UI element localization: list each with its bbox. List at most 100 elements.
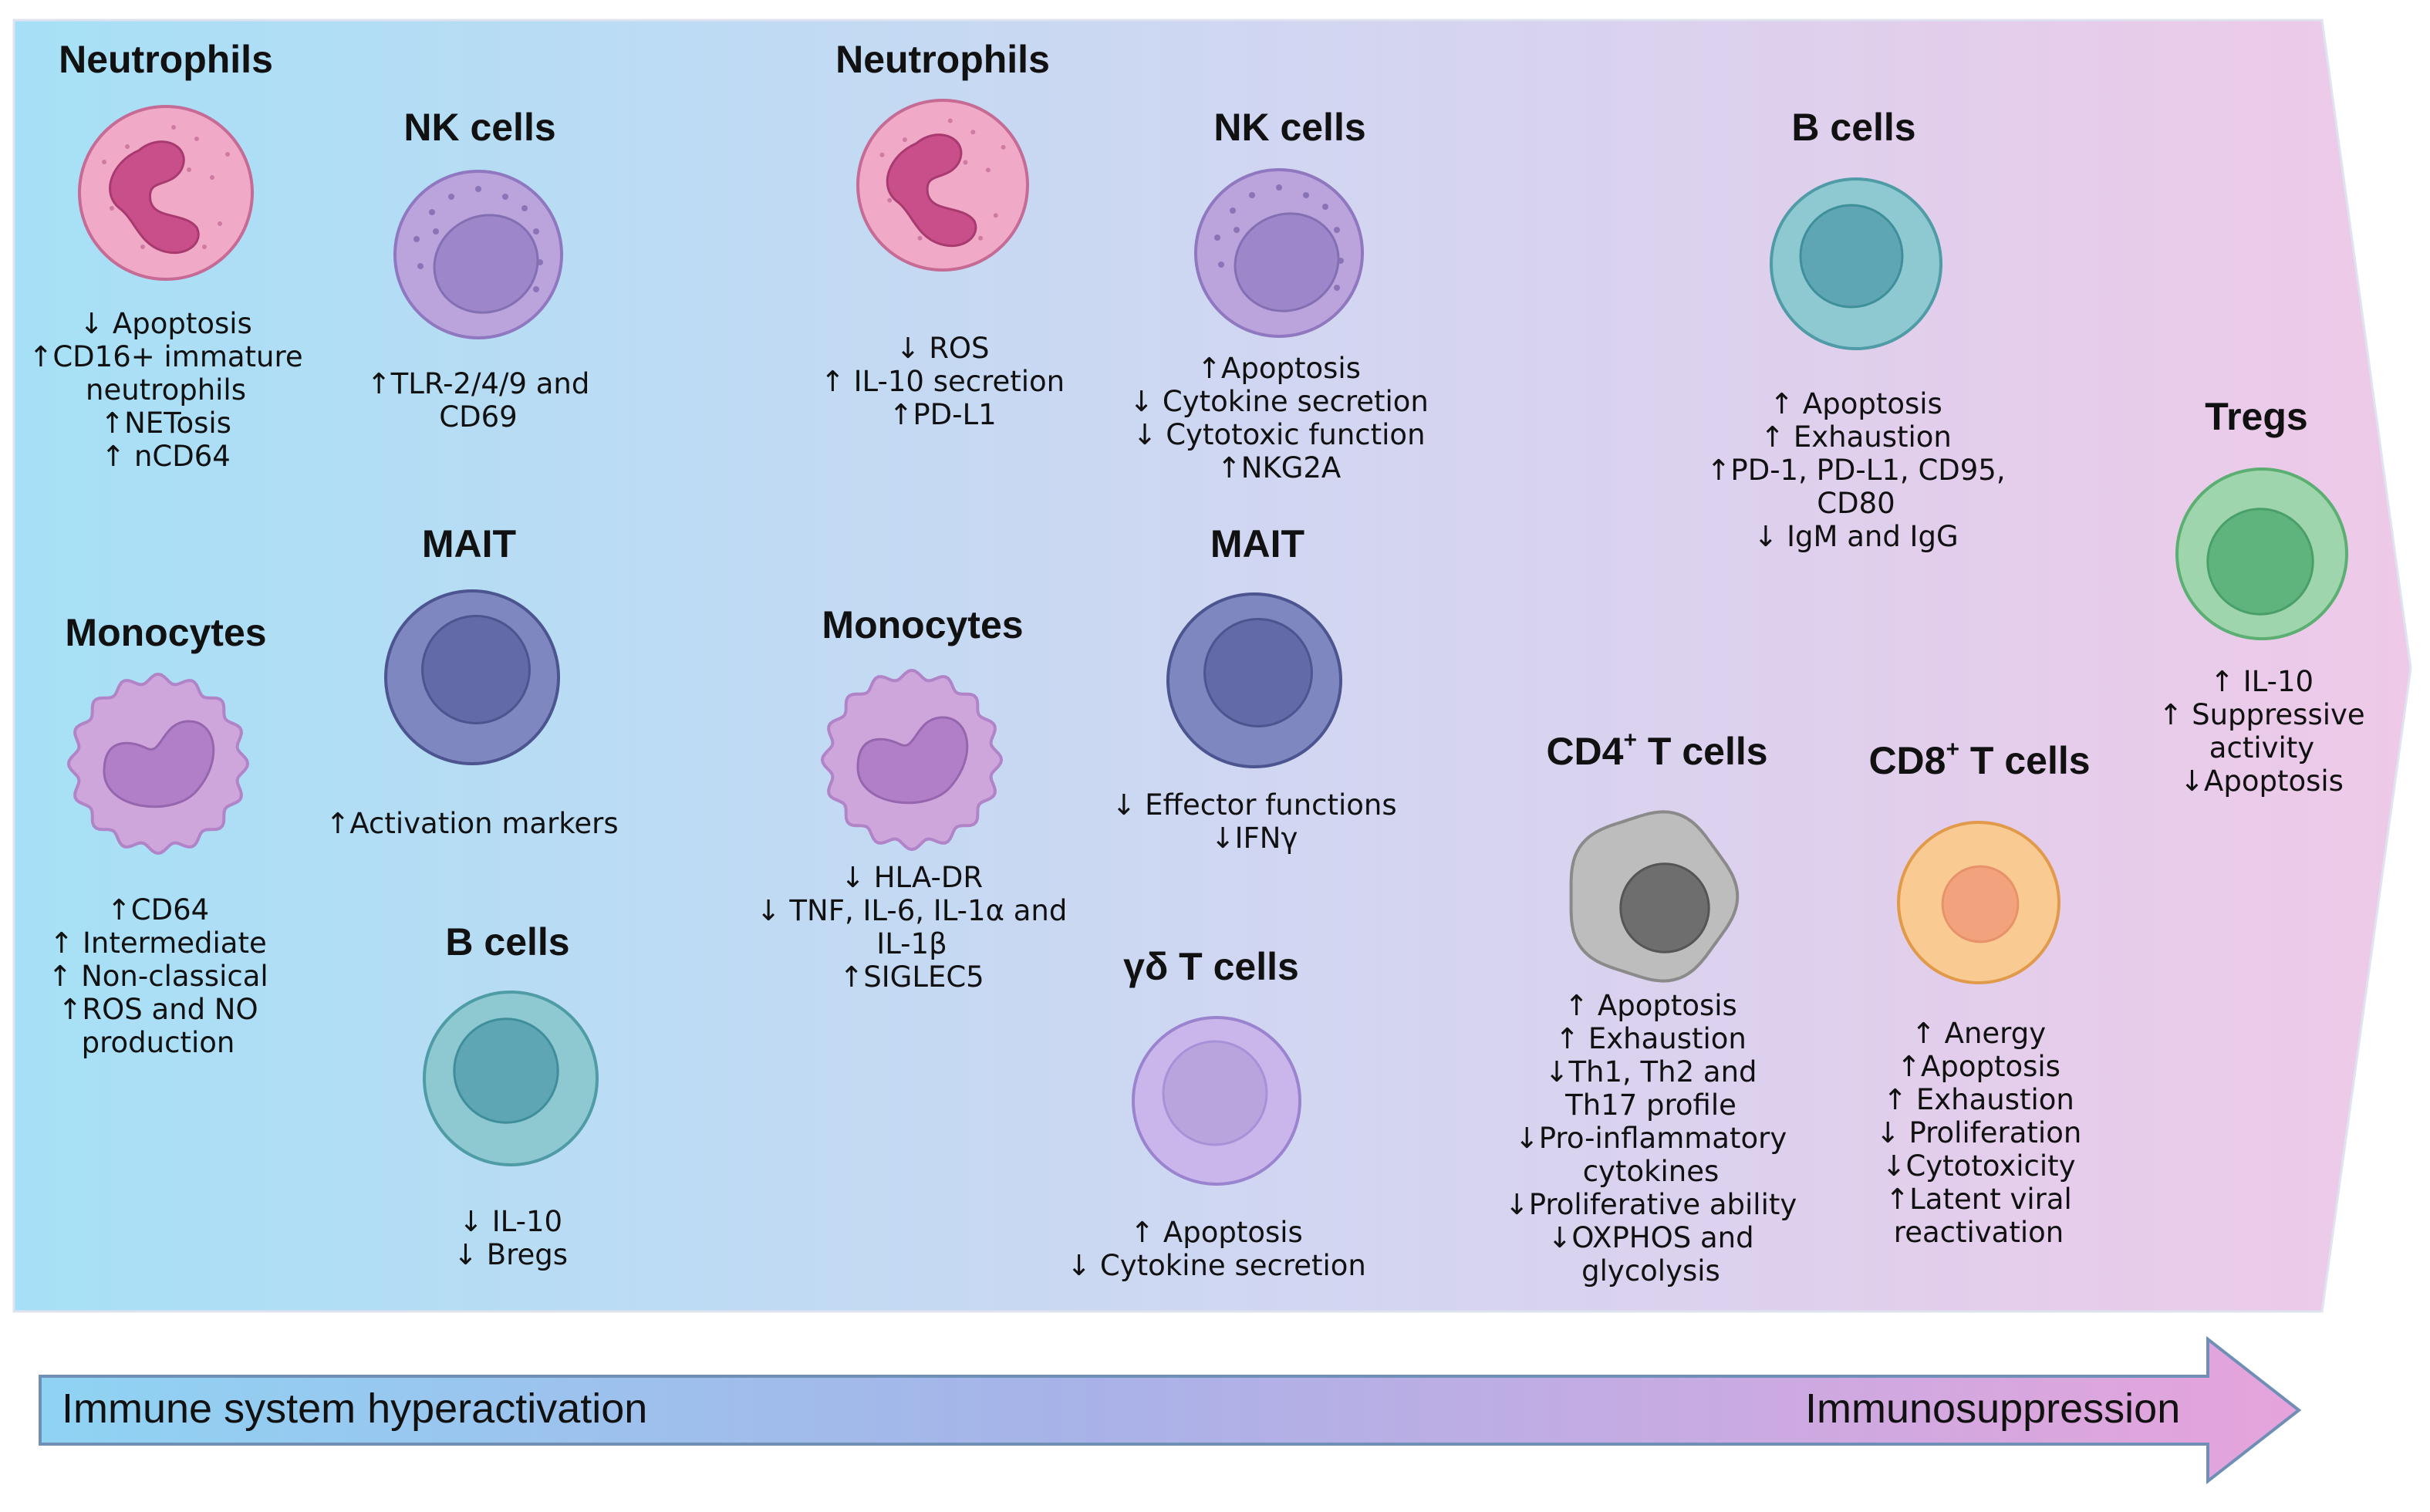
change-line: ↓ Cytotoxic function: [1132, 418, 1426, 451]
nk-cells-1-changes: ↑TLR-2/4/9 and CD69: [367, 367, 590, 434]
cell-name: B cells: [445, 920, 570, 964]
gd-t-cells-changes: ↑ Apoptosis ↓ Cytokine secretion: [1067, 1216, 1366, 1282]
change-line: ↑ Apoptosis: [1564, 989, 1737, 1022]
monocyte-icon: [820, 668, 1004, 852]
arrow-left-label: Immune system hyperactivation: [62, 1385, 648, 1432]
cd4-t-cells-title: CD4+ T cells: [1546, 729, 1767, 771]
cell-name: Monocytes: [822, 603, 1024, 646]
change-line: ↓ IL-10: [458, 1205, 563, 1238]
mait-1-title: MAIT: [422, 525, 516, 563]
nk-cells-2-changes: ↑Apoptosis ↓ Cytokine secretion ↓ Cytotoxi…: [1129, 352, 1429, 484]
change-line: ↑ Intermediate: [49, 926, 267, 960]
neutrophils-2-title: Neutrophils: [835, 40, 1050, 79]
b-cells-2-title: B cells: [1791, 108, 1915, 147]
cell-name-suffix: T cells: [1637, 730, 1768, 773]
mait-2-changes: ↓ Effector functions ↓IFNγ: [1112, 788, 1396, 855]
cd4-t-cell-icon: [1569, 810, 1740, 983]
monocytes-2-changes: ↓ HLA-DR ↓ TNF, IL-6, IL-1α and IL-1β ↑SIGL…: [757, 861, 1068, 994]
change-line: ↓Cytotoxicity: [1882, 1149, 2076, 1183]
b-cells-2-changes: ↑ Apoptosis ↑ Exhaustion ↑PD-1, PD-L1, CD9…: [1706, 387, 2005, 553]
change-line: ↑NKG2A: [1217, 451, 1342, 484]
change-line: ↑ Suppressive: [2158, 698, 2365, 731]
change-line: ↓ Cytokine secretion: [1067, 1249, 1366, 1282]
change-line: ↓Pro-inflammatory: [1514, 1122, 1787, 1155]
change-line: ↓OXPHOS and: [1547, 1221, 1754, 1254]
b-cell-icon: [1770, 177, 1942, 350]
change-line: ↑ Exhaustion: [1883, 1083, 2074, 1116]
cd8-t-cell-icon: [1897, 821, 2060, 984]
change-line: Th17 profile: [1565, 1088, 1736, 1122]
neutrophils-1-title: Neutrophils: [59, 40, 273, 79]
neutrophils-2-changes: ↓ ROS ↑ IL-10 secretion ↑PD-L1: [821, 332, 1065, 431]
cell-name: MAIT: [1210, 522, 1305, 565]
superscript: +: [1623, 727, 1638, 753]
change-line: ↓ TNF, IL-6, IL-1α and: [756, 894, 1068, 927]
superscript: +: [1946, 737, 1960, 762]
change-line: ↑ Apoptosis: [1130, 1216, 1303, 1249]
change-line: ↑ Anergy: [1911, 1017, 2047, 1050]
change-line: ↓ Proliferation: [1875, 1116, 2082, 1149]
cd4-t-cells-changes: ↑ Apoptosis ↑ Exhaustion ↓Th1, Th2 and Th17…: [1505, 989, 1797, 1288]
cell-name: Tregs: [2205, 395, 2308, 438]
change-line: ↑Activation markers: [326, 807, 619, 840]
cell-name: CD8: [1868, 739, 1946, 782]
cell-name: MAIT: [421, 522, 517, 565]
change-line: ↓Proliferative ability: [1504, 1188, 1797, 1221]
change-line: ↑SIGLEC5: [839, 960, 984, 994]
cell-name: Monocytes: [65, 611, 267, 654]
nk-cell-icon: [1194, 168, 1364, 338]
cell-name: NK cells: [1213, 106, 1366, 149]
change-line: ↓ ROS: [896, 332, 990, 365]
mait-cell-icon: [1166, 592, 1342, 768]
gd-t-cells-title: γδ T cells: [1123, 947, 1299, 986]
cell-name: γδ T cells: [1123, 945, 1299, 988]
b-cells-1-title: B cells: [445, 923, 569, 961]
cell-name-suffix: T cells: [1959, 739, 2091, 782]
change-line: ↑ Exhaustion: [1760, 420, 1952, 454]
nk-cell-icon: [393, 170, 563, 339]
change-line: ↑ nCD64: [101, 440, 231, 473]
nk-cells-2-title: NK cells: [1213, 108, 1365, 147]
change-line: ↓ Bregs: [453, 1238, 569, 1271]
change-line: ↓ Apoptosis: [79, 307, 252, 340]
tregs-changes: ↑ IL-10 ↑ Suppressive activity ↓Apoptosis: [2158, 665, 2364, 798]
change-line: production: [81, 1026, 235, 1059]
neutrophils-1-changes: ↓ Apoptosis ↑CD16+ immature neutrophils ↑NE…: [29, 307, 302, 473]
change-line: ↑Apoptosis: [1197, 352, 1361, 385]
cd8-t-cells-changes: ↑ Anergy ↑Apoptosis ↑ Exhaustion ↓ Prolifer…: [1876, 1017, 2082, 1249]
change-line: CD69: [439, 400, 518, 434]
neutrophil-icon: [78, 105, 254, 281]
change-line: CD80: [1817, 487, 1895, 520]
mait-2-title: MAIT: [1210, 525, 1304, 563]
gamma-delta-t-cell-icon: [1132, 1016, 1301, 1186]
change-line: ↓ IgM and IgG: [1753, 520, 1959, 553]
change-line: ↑ Exhaustion: [1555, 1022, 1747, 1055]
change-line: ↓Apoptosis: [2180, 764, 2344, 798]
mait-cell-icon: [384, 589, 560, 765]
change-line: ↑Apoptosis: [1897, 1050, 2060, 1083]
change-line: ↓ HLA-DR: [840, 861, 984, 894]
change-line: ↑ IL-10: [2209, 665, 2314, 698]
cell-name: Neutrophils: [59, 38, 273, 81]
change-line: neutrophils: [86, 373, 246, 407]
cell-name: Neutrophils: [835, 38, 1050, 81]
change-line: ↑PD-L1: [889, 398, 997, 431]
change-line: ↑ IL-10 secretion: [820, 365, 1065, 398]
change-line: ↓IFNγ: [1210, 822, 1298, 855]
change-line: ↓Th1, Th2 and: [1544, 1055, 1757, 1088]
change-line: ↑PD-1, PD-L1, CD95,: [1706, 454, 2006, 487]
cd8-t-cells-title: CD8+ T cells: [1868, 737, 2091, 782]
cell-name: B cells: [1791, 106, 1916, 149]
treg-cell-icon: [2175, 467, 2348, 640]
change-line: activity: [2209, 731, 2315, 764]
cell-name: NK cells: [403, 106, 556, 149]
change-line: ↓ Effector functions: [1112, 788, 1397, 822]
change-line: ↑NETosis: [100, 407, 231, 440]
change-line: cytokines: [1582, 1155, 1720, 1188]
tregs-title: Tregs: [2205, 397, 2307, 436]
change-line: ↑CD16+ immature: [29, 340, 303, 373]
change-line: ↑Latent viral: [1885, 1183, 2072, 1216]
monocytes-1-changes: ↑CD64 ↑ Intermediate ↑ Non-classical ↑ROS a…: [48, 893, 268, 1059]
change-line: glycolysis: [1581, 1254, 1720, 1288]
